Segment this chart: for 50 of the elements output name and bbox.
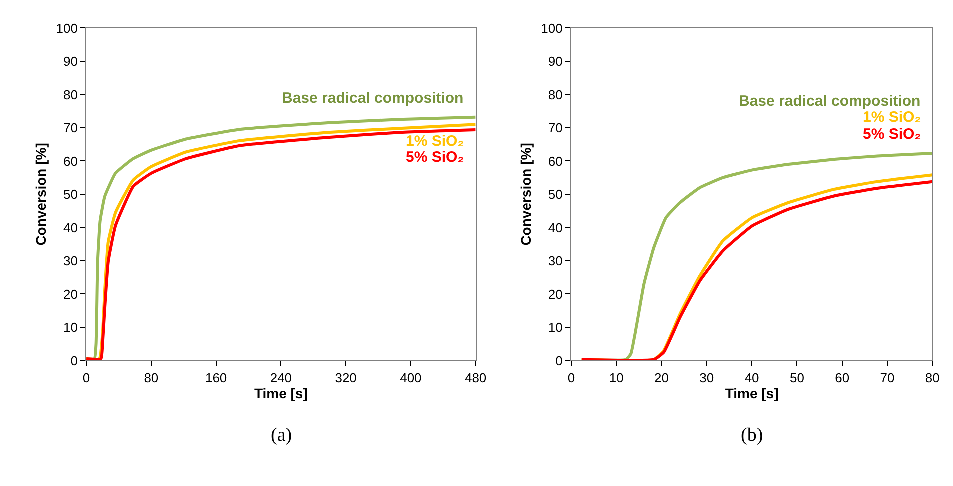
y-tick-label: 80: [63, 87, 78, 102]
x-tick-label: 70: [880, 370, 895, 386]
y-tick-label: 100: [56, 20, 78, 36]
y-tick-label: 50: [548, 187, 563, 202]
x-tick-label: 400: [400, 370, 422, 386]
y-tick-label: 40: [63, 220, 78, 236]
x-axis-title: Time [s]: [725, 386, 779, 402]
text: 1% SiO₂: [863, 109, 922, 126]
series-label: Base radical composition: [282, 90, 464, 107]
text: (b): [741, 425, 764, 446]
x-axis-title: Time [s]: [254, 386, 308, 402]
x-tick-label: 0: [568, 370, 576, 386]
text: Base radical composition: [739, 93, 921, 110]
series-label: 5% SiO₂: [406, 149, 464, 166]
x-tick-label: 480: [464, 370, 487, 386]
y-tick-label: 10: [548, 320, 563, 336]
y-tick-label: 50: [63, 187, 78, 202]
x-tick-label: 320: [335, 370, 357, 386]
y-tick-label: 30: [63, 254, 78, 269]
text: (a): [271, 425, 292, 446]
y-tick-label: 0: [70, 353, 78, 368]
text: 5% SiO₂: [863, 126, 922, 143]
x-tick-label: 10: [609, 370, 624, 386]
y-tick-label: 20: [63, 286, 78, 302]
y-tick-label: 60: [548, 154, 563, 169]
x-tick-label: 240: [270, 370, 292, 386]
y-tick-label: 80: [548, 87, 563, 102]
y-tick-label: 70: [63, 120, 78, 136]
y-tick-label: 90: [63, 54, 78, 69]
y-tick-label: 30: [548, 254, 563, 269]
x-tick-label: 160: [205, 370, 228, 386]
x-tick-label: 80: [144, 370, 159, 386]
x-tick-label: 20: [654, 370, 670, 386]
y-axis-title: Conversion [%]: [518, 143, 534, 246]
x-tick-label: 50: [790, 370, 804, 386]
series-label: 1% SiO₂: [406, 133, 464, 150]
y-tick-label: 100: [541, 20, 563, 36]
y-tick-label: 40: [548, 220, 563, 236]
y-axis-title: Conversion [%]: [32, 143, 49, 246]
y-tick-label: 60: [63, 154, 78, 169]
y-tick-label: 10: [63, 320, 78, 336]
y-tick-label: 90: [548, 54, 563, 69]
y-tick-label: 70: [548, 120, 563, 136]
x-tick-label: 30: [700, 370, 714, 386]
y-tick-label: 20: [548, 286, 563, 302]
x-tick-label: 60: [835, 370, 850, 386]
y-tick-label: 0: [556, 353, 563, 368]
x-tick-label: 0: [82, 370, 90, 386]
x-tick-label: 40: [744, 370, 760, 386]
x-tick-label: 80: [925, 370, 940, 386]
